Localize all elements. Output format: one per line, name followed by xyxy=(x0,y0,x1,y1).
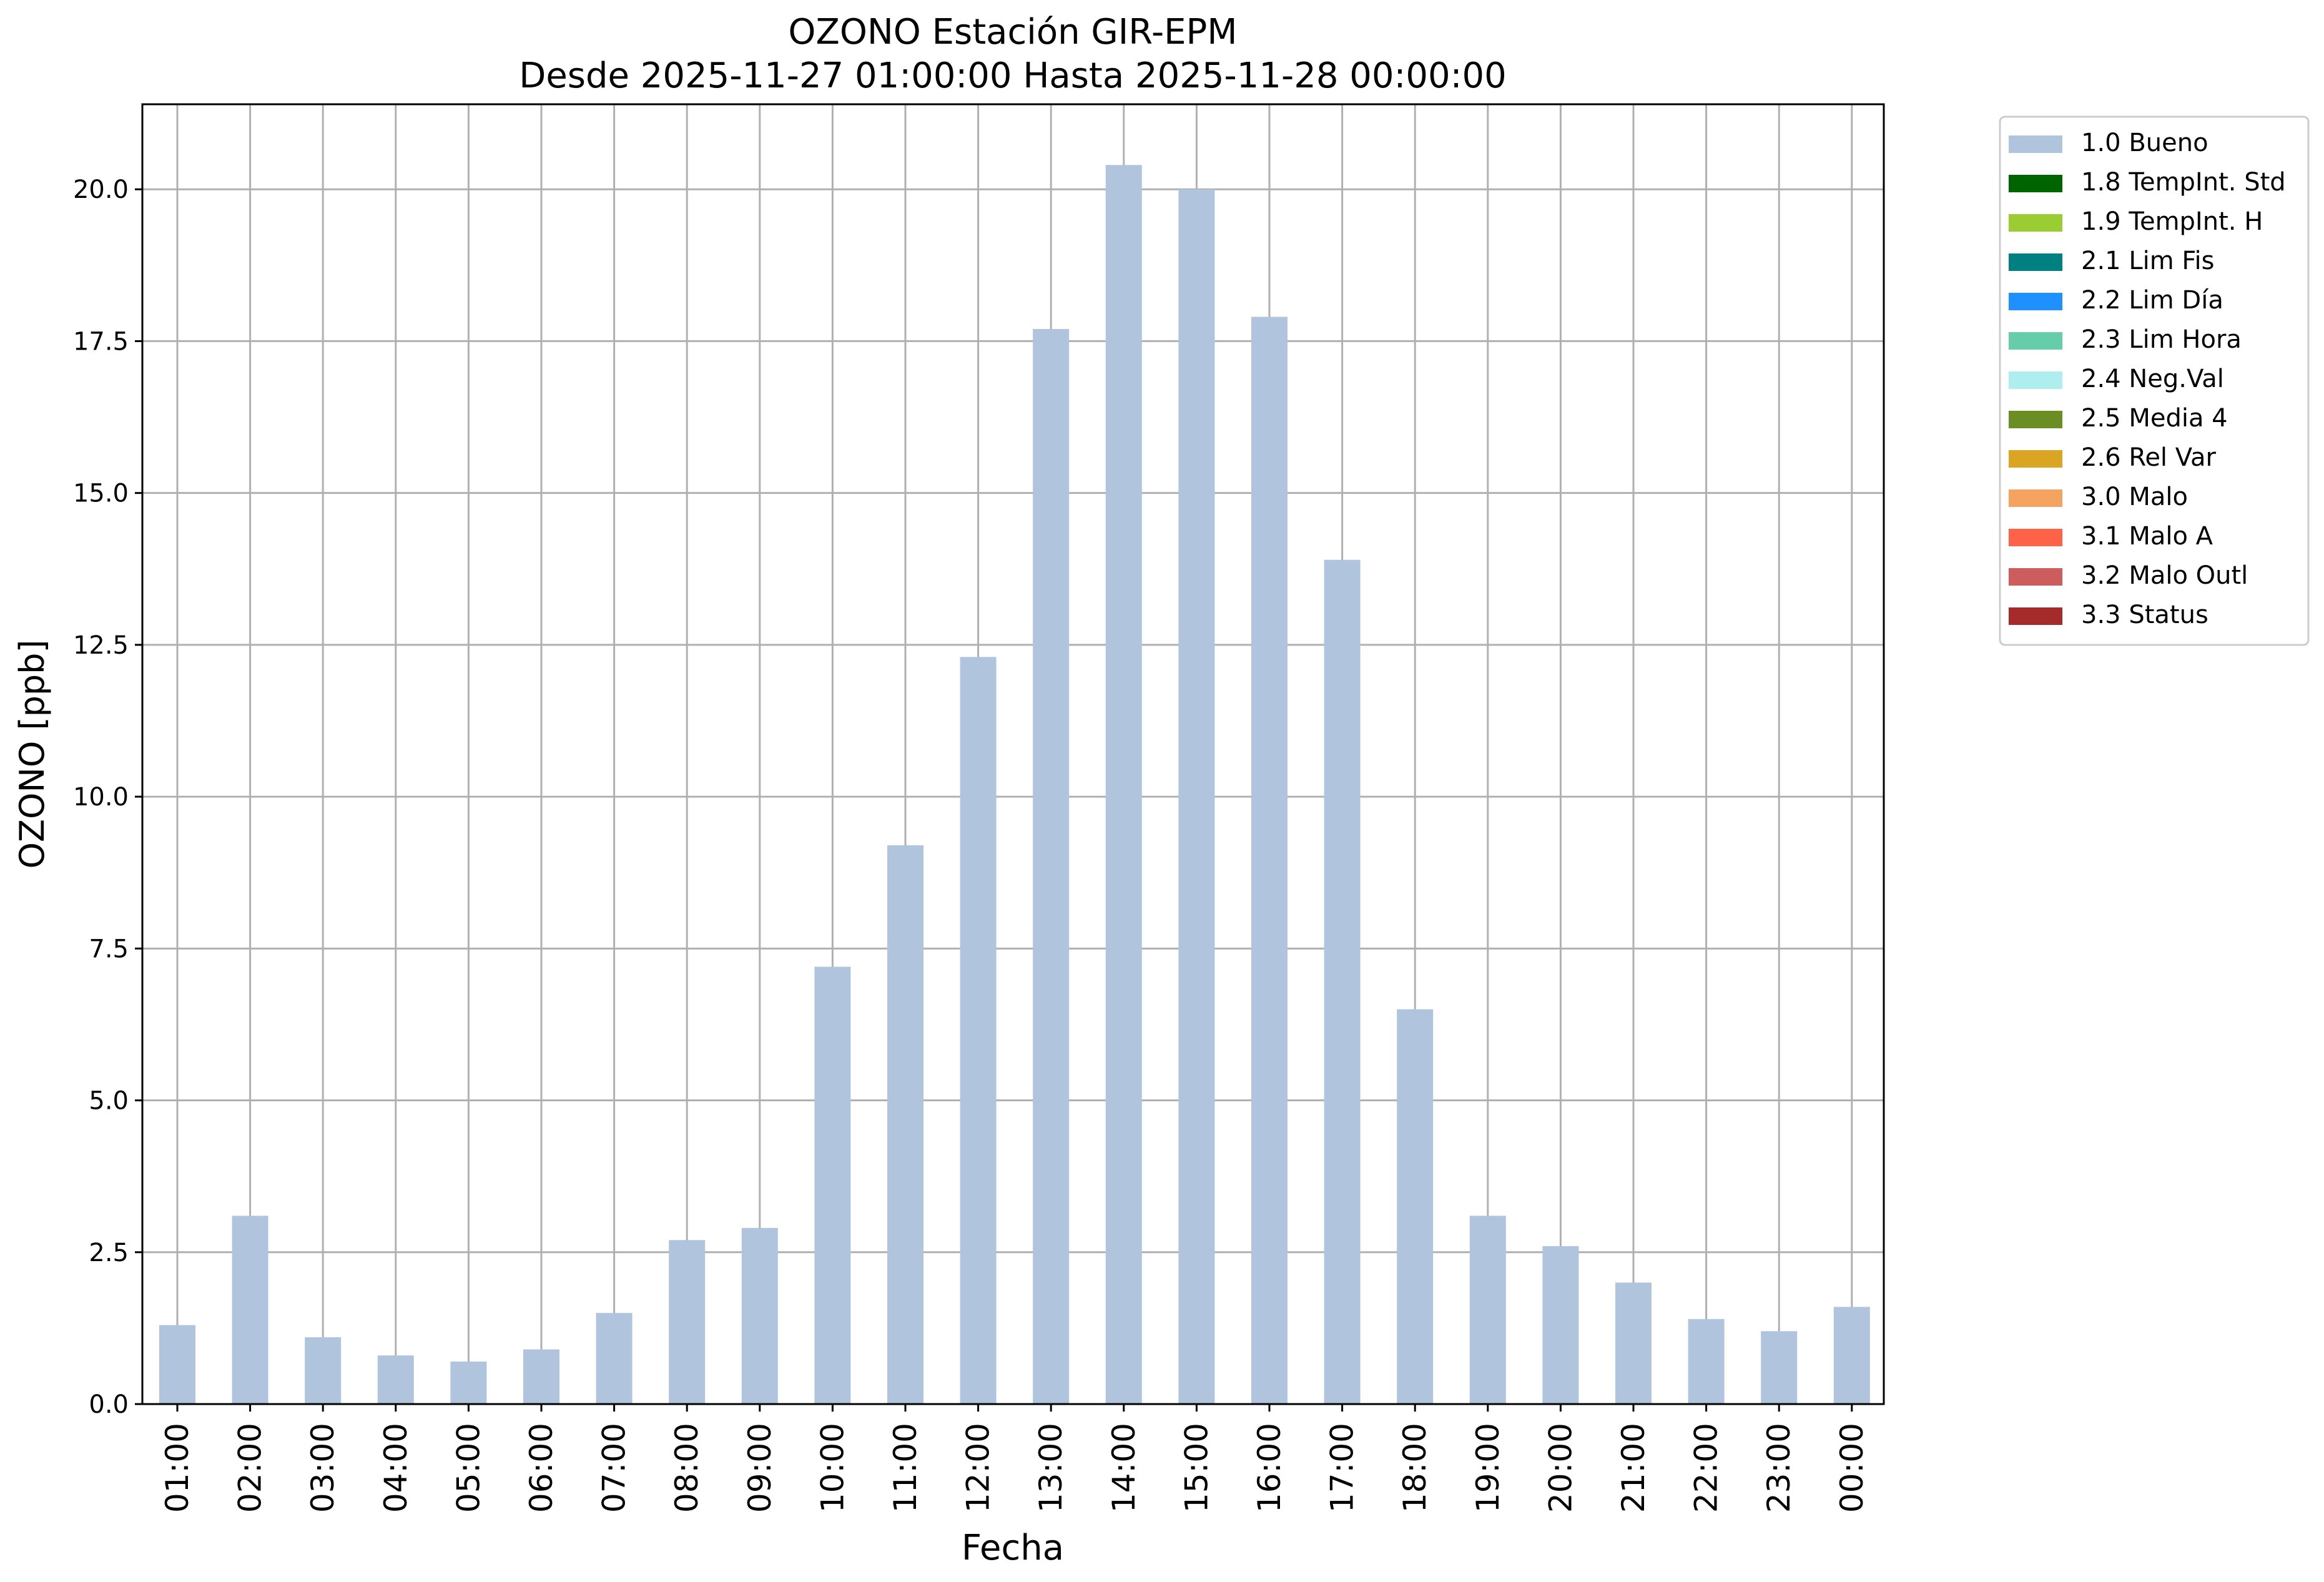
bar xyxy=(1615,1282,1652,1404)
legend: 1.0 Bueno 1.8 TempInt. Std 1.9 TempInt. H 2… xyxy=(1999,115,2310,646)
x-tick-label: 18:00 xyxy=(1397,1423,1433,1513)
x-tick-label: 20:00 xyxy=(1542,1423,1578,1513)
legend-label: 3.3 Status xyxy=(2081,601,2208,629)
x-tick-label: 05:00 xyxy=(450,1423,486,1513)
x-tick-label: 00:00 xyxy=(1834,1423,1870,1513)
x-axis-ticks: 01:00 02:00 03:00 04:00 05:00 06:00 07:00 08:00… xyxy=(159,1404,1870,1513)
chart-subtitle: Desde 2025-11-27 01:00:00 Hasta 2025-11-… xyxy=(519,56,1507,96)
legend-swatch xyxy=(2009,135,2062,153)
bar xyxy=(1542,1246,1579,1404)
bar xyxy=(450,1361,487,1404)
legend-swatch xyxy=(2009,253,2062,271)
legend-swatch xyxy=(2009,293,2062,310)
y-tick-label: 20.0 xyxy=(73,175,129,204)
legend-swatch xyxy=(2009,332,2062,350)
x-tick-label: 17:00 xyxy=(1324,1423,1361,1513)
y-tick-label: 2.5 xyxy=(89,1239,129,1267)
legend-swatch xyxy=(2009,529,2062,546)
legend-swatch xyxy=(2009,607,2062,625)
legend-swatch xyxy=(2009,371,2062,389)
x-tick-label: 07:00 xyxy=(596,1423,633,1513)
bar xyxy=(1833,1307,1870,1404)
x-tick-label: 06:00 xyxy=(523,1423,559,1513)
legend-frame xyxy=(1999,115,2310,646)
bar xyxy=(1324,559,1361,1405)
legend-label: 3.1 Malo A xyxy=(2081,522,2213,551)
legend-swatch xyxy=(2009,568,2062,586)
x-tick-label: 11:00 xyxy=(887,1423,923,1513)
legend-label: 2.5 Media 4 xyxy=(2081,404,2228,433)
y-tick-label: 15.0 xyxy=(73,479,129,508)
legend-label: 3.2 Malo Outl xyxy=(2081,561,2248,590)
legend-label: 2.1 Lim Fis xyxy=(2081,247,2214,275)
legend-label: 1.8 TempInt. Std xyxy=(2081,168,2286,197)
y-axis-ticks: 0.0 2.5 5.0 7.5 10.0 12.5 15.0 17.5 20.0 xyxy=(73,175,142,1419)
y-tick-label: 17.5 xyxy=(73,327,129,356)
x-tick-label: 15:00 xyxy=(1178,1423,1214,1513)
y-tick-label: 0.0 xyxy=(89,1390,129,1419)
chart-title: OZONO Estación GIR-EPM xyxy=(788,12,1237,52)
bar xyxy=(741,1227,778,1404)
legend-swatch xyxy=(2009,450,2062,468)
x-tick-label: 13:00 xyxy=(1033,1423,1069,1513)
bar xyxy=(377,1355,414,1404)
bar xyxy=(1033,328,1070,1405)
y-tick-label: 10.0 xyxy=(73,783,129,812)
grid-lines xyxy=(142,104,1884,1405)
legend-swatch xyxy=(2009,411,2062,428)
legend-label: 1.0 Bueno xyxy=(2081,129,2208,157)
legend-swatch xyxy=(2009,214,2062,232)
x-tick-label: 16:00 xyxy=(1251,1423,1288,1513)
bar xyxy=(523,1349,559,1404)
x-tick-label: 22:00 xyxy=(1688,1423,1725,1513)
bar xyxy=(1469,1216,1506,1404)
bar xyxy=(887,845,923,1404)
x-tick-label: 21:00 xyxy=(1615,1423,1652,1513)
y-tick-label: 12.5 xyxy=(73,631,129,660)
x-tick-label: 09:00 xyxy=(742,1423,778,1513)
bar xyxy=(960,657,997,1404)
bar xyxy=(1688,1319,1725,1404)
bars xyxy=(159,165,1870,1405)
x-tick-label: 03:00 xyxy=(305,1423,341,1513)
x-tick-label: 23:00 xyxy=(1761,1423,1797,1513)
legend-swatch xyxy=(2009,175,2062,192)
bar xyxy=(596,1313,633,1404)
bar xyxy=(305,1337,342,1404)
x-tick-label: 10:00 xyxy=(814,1423,850,1513)
bar xyxy=(1397,1009,1434,1404)
bar xyxy=(1251,317,1288,1404)
bar xyxy=(1761,1331,1798,1404)
y-tick-label: 7.5 xyxy=(89,935,129,963)
y-tick-label: 5.0 xyxy=(89,1087,129,1116)
y-axis-label: OZONO [ppb] xyxy=(12,639,52,868)
legend-label: 2.3 Lim Hora xyxy=(2081,325,2242,354)
bar xyxy=(159,1325,195,1404)
bar xyxy=(669,1240,706,1404)
plot-area-frame xyxy=(141,103,1885,1405)
bar xyxy=(232,1216,268,1404)
legend-swatch xyxy=(2009,489,2062,507)
bar xyxy=(1105,165,1142,1404)
x-tick-label: 12:00 xyxy=(960,1423,997,1513)
legend-label: 2.4 Neg.Val xyxy=(2081,365,2224,393)
legend-label: 2.6 Rel Var xyxy=(2081,443,2217,472)
x-tick-label: 01:00 xyxy=(159,1423,195,1513)
legend-label: 2.2 Lim Día xyxy=(2081,286,2223,315)
x-tick-label: 19:00 xyxy=(1470,1423,1506,1513)
x-axis-label: Fecha xyxy=(962,1528,1064,1568)
legend-label: 3.0 Malo xyxy=(2081,483,2188,511)
legend-label: 1.9 TempInt. H xyxy=(2081,207,2263,236)
bar xyxy=(814,966,851,1404)
x-tick-label: 02:00 xyxy=(232,1423,268,1513)
x-tick-label: 08:00 xyxy=(669,1423,705,1513)
bar xyxy=(1178,189,1215,1405)
x-tick-label: 04:00 xyxy=(378,1423,414,1513)
x-tick-label: 14:00 xyxy=(1106,1423,1142,1513)
